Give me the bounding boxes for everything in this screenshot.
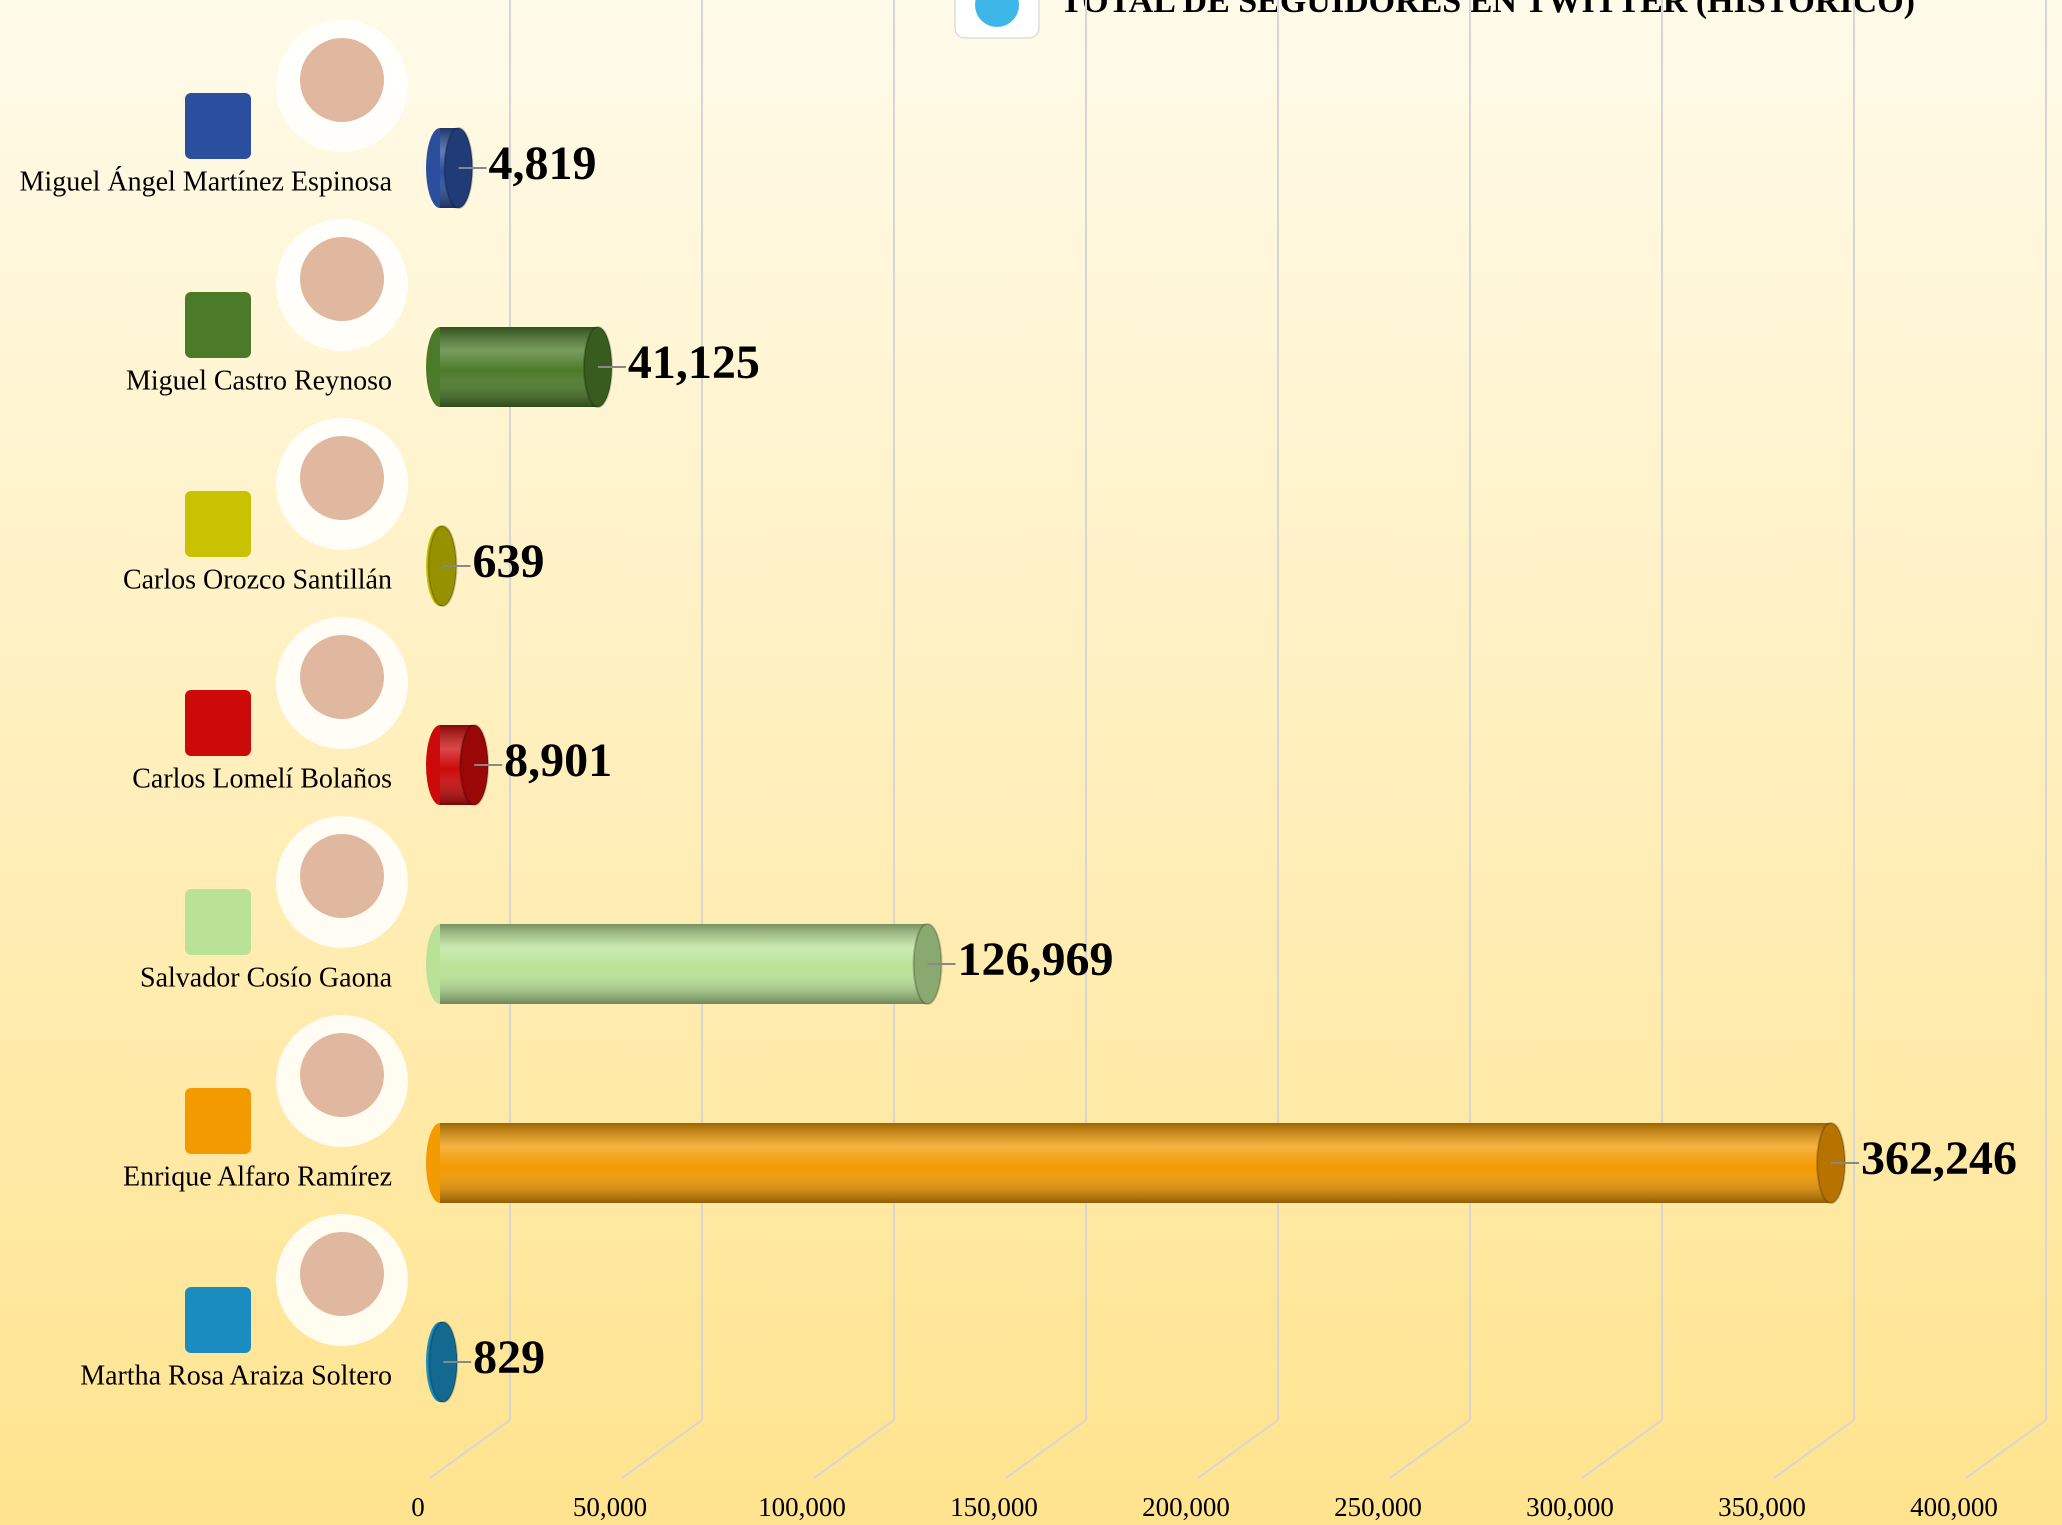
chart-title: TOTAL DE SEGUIDORES EN TWITTER (HISTÓRIC… xyxy=(1060,0,1915,20)
value-label: 362,246 xyxy=(1861,1132,2017,1185)
value-label: 4,819 xyxy=(489,137,597,190)
x-tick-label: 200,000 xyxy=(1142,1492,1230,1522)
candidate-face xyxy=(300,1033,384,1117)
candidate-face xyxy=(300,635,384,719)
category-label: Miguel Castro Reynoso xyxy=(126,365,392,396)
candidate-face xyxy=(300,237,384,321)
x-tick-label: 400,000 xyxy=(1910,1492,1998,1522)
x-tick-label: 350,000 xyxy=(1718,1492,1806,1522)
chart: TOTAL DE SEGUIDORES EN TWITTER (HISTÓRIC… xyxy=(0,0,2062,1525)
category-label: Martha Rosa Araiza Soltero xyxy=(80,1360,392,1391)
page: {"chart_data": {"type": "bar", "orientat… xyxy=(0,0,2062,1525)
category-label: Carlos Lomelí Bolaños xyxy=(132,763,392,794)
candidate-face xyxy=(300,1232,384,1316)
party-logo xyxy=(185,292,251,358)
candidate-face xyxy=(300,38,384,122)
party-logo xyxy=(185,690,251,756)
party-logo xyxy=(185,1088,251,1154)
x-tick-label: 0 xyxy=(411,1492,425,1522)
value-label: 639 xyxy=(472,535,544,588)
category-label: Carlos Orozco Santillán xyxy=(123,564,392,595)
category-label: Salvador Cosío Gaona xyxy=(140,962,393,993)
x-tick-label: 300,000 xyxy=(1526,1492,1614,1522)
x-tick-label: 150,000 xyxy=(950,1492,1038,1522)
party-logo xyxy=(185,889,251,955)
bar-shade xyxy=(440,924,928,1004)
bar-shade xyxy=(440,327,598,407)
party-logo xyxy=(185,1287,251,1353)
value-label: 41,125 xyxy=(628,336,760,389)
bar-shade xyxy=(440,1123,1831,1203)
category-label: Miguel Ángel Martínez Espinosa xyxy=(20,166,393,197)
x-tick-label: 250,000 xyxy=(1334,1492,1422,1522)
value-label: 126,969 xyxy=(958,933,1114,986)
candidate-face xyxy=(300,834,384,918)
category-label: Enrique Alfaro Ramírez xyxy=(123,1161,392,1192)
x-tick-label: 100,000 xyxy=(758,1492,846,1522)
twitter-logo xyxy=(955,0,1039,38)
candidate-face xyxy=(300,436,384,520)
value-label: 8,901 xyxy=(504,734,612,787)
x-tick-label: 50,000 xyxy=(573,1492,647,1522)
value-label: 829 xyxy=(473,1331,545,1384)
party-logo xyxy=(185,93,251,159)
party-logo xyxy=(185,491,251,557)
